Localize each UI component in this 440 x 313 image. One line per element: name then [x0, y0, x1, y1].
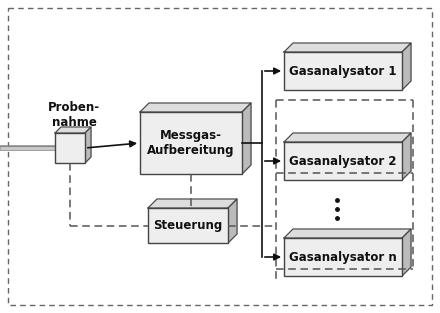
Bar	[284, 52, 402, 90]
Bar	[284, 142, 402, 180]
Polygon shape	[284, 229, 411, 238]
Bar	[148, 208, 228, 243]
Polygon shape	[85, 127, 91, 163]
Polygon shape	[228, 199, 237, 243]
Bar	[55, 133, 85, 163]
Text: Steuerung: Steuerung	[154, 219, 223, 232]
Polygon shape	[402, 133, 411, 180]
Text: Gasanalysator n: Gasanalysator n	[289, 250, 397, 264]
Polygon shape	[55, 127, 91, 133]
Polygon shape	[148, 199, 237, 208]
Bar	[140, 112, 242, 174]
Polygon shape	[402, 229, 411, 276]
Polygon shape	[402, 43, 411, 90]
Polygon shape	[284, 133, 411, 142]
Polygon shape	[284, 43, 411, 52]
Polygon shape	[242, 103, 251, 174]
Polygon shape	[140, 103, 251, 112]
Text: Gasanalysator 2: Gasanalysator 2	[289, 155, 397, 167]
Text: Proben-
nahme: Proben- nahme	[48, 101, 100, 129]
Text: Messgas-
Aufbereitung: Messgas- Aufbereitung	[147, 129, 235, 157]
Bar	[284, 238, 402, 276]
Text: Gasanalysator 1: Gasanalysator 1	[289, 64, 397, 78]
